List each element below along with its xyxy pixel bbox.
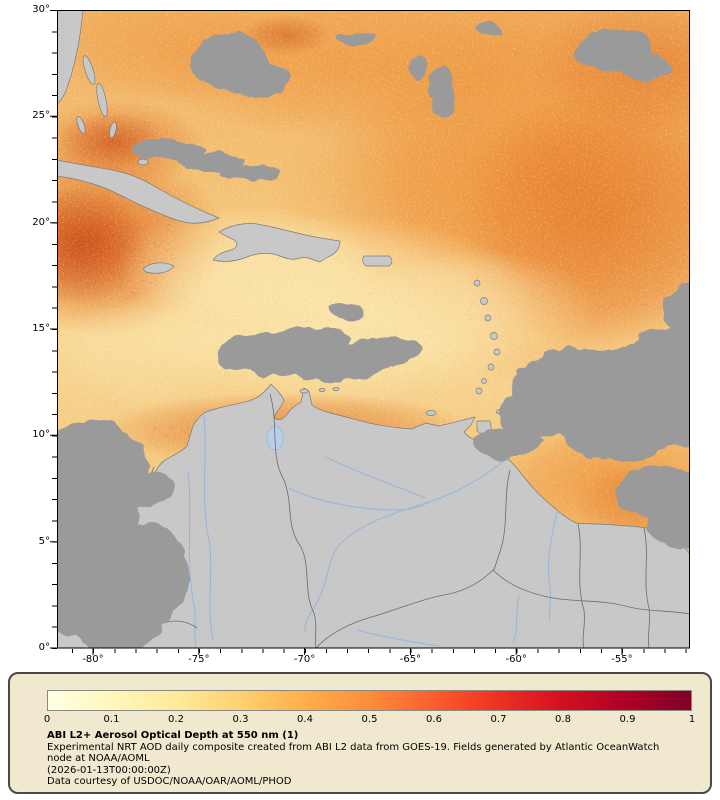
legend-text-block: ABI L2+ Aerosol Optical Depth at 550 nm … bbox=[47, 730, 699, 788]
aod-map-figure bbox=[50, 10, 690, 655]
legend-box: 0 0.1 0.2 0.3 0.4 0.5 0.6 0.7 0.8 0.9 1 … bbox=[8, 672, 712, 794]
colorbar-tick: 0.4 bbox=[297, 714, 313, 725]
legend-title: ABI L2+ Aerosol Optical Depth at 550 nm … bbox=[47, 730, 299, 741]
y-tick-label-30: 30° bbox=[32, 4, 50, 15]
colorbar-tick: 0 bbox=[43, 714, 51, 725]
legend-timestamp: (2026-01-13T00:00:00Z) bbox=[47, 764, 171, 776]
x-tick-label-m65: -65° bbox=[399, 654, 422, 665]
florida-tip bbox=[57, 10, 84, 105]
y-tick-label-25: 25° bbox=[32, 110, 50, 122]
landmass-layer bbox=[57, 10, 690, 648]
y-tick-label-5: 5° bbox=[38, 535, 50, 547]
lesser-antilles-islands bbox=[473, 279, 501, 395]
colorbar bbox=[47, 690, 692, 711]
colorbar-tick: 0.3 bbox=[232, 714, 249, 725]
puerto-rico bbox=[362, 255, 393, 267]
y-tick-label-15: 15° bbox=[32, 323, 50, 334]
x-axis-minor-ticks bbox=[71, 649, 691, 653]
south-america-mainland bbox=[57, 383, 690, 648]
colorbar-tick: 1 bbox=[688, 714, 696, 725]
jamaica bbox=[143, 262, 175, 274]
hispaniola bbox=[212, 223, 341, 263]
y-axis-minor-ticks bbox=[52, 10, 57, 650]
margarita-island bbox=[425, 410, 437, 416]
x-tick-label-m55: -55° bbox=[611, 654, 633, 665]
x-tick-label-m70: -70° bbox=[293, 654, 316, 665]
map-frame bbox=[57, 10, 690, 649]
cloud-missing-data-layer bbox=[57, 22, 690, 648]
bahamas-islands bbox=[76, 55, 149, 166]
rivers-layer bbox=[187, 414, 558, 648]
colorbar-tick: 0.1 bbox=[103, 714, 120, 725]
y-tick-label-20: 20° bbox=[32, 216, 50, 228]
cuba bbox=[57, 159, 220, 224]
colorbar-tick: 0.6 bbox=[426, 714, 442, 725]
legend-credit: Data courtesy of USDOC/NOAA/OAR/AOML/PHO… bbox=[47, 776, 292, 787]
legend-description: Experimental NRT AOD daily composite cre… bbox=[47, 741, 660, 765]
abc-islands bbox=[299, 387, 340, 394]
colorbar-tick: 0.7 bbox=[490, 714, 507, 725]
x-tick-label-m80: -80° bbox=[82, 654, 104, 665]
colorbar-tick-labels: 0 0.1 0.2 0.3 0.4 0.5 0.6 0.7 0.8 0.9 1 bbox=[43, 714, 696, 726]
colorbar-tick: 0.5 bbox=[361, 714, 378, 725]
colorbar-tick: 0.2 bbox=[168, 714, 184, 725]
x-tick-label-m60: -60° bbox=[505, 654, 527, 665]
y-tick-label-10: 10° bbox=[32, 429, 50, 441]
colorbar-tick: 0.8 bbox=[555, 714, 571, 725]
colorbar-tick: 0.9 bbox=[619, 714, 636, 725]
x-tick-label-m75: -75° bbox=[188, 654, 210, 665]
y-tick-label-0: 0° bbox=[38, 642, 50, 653]
